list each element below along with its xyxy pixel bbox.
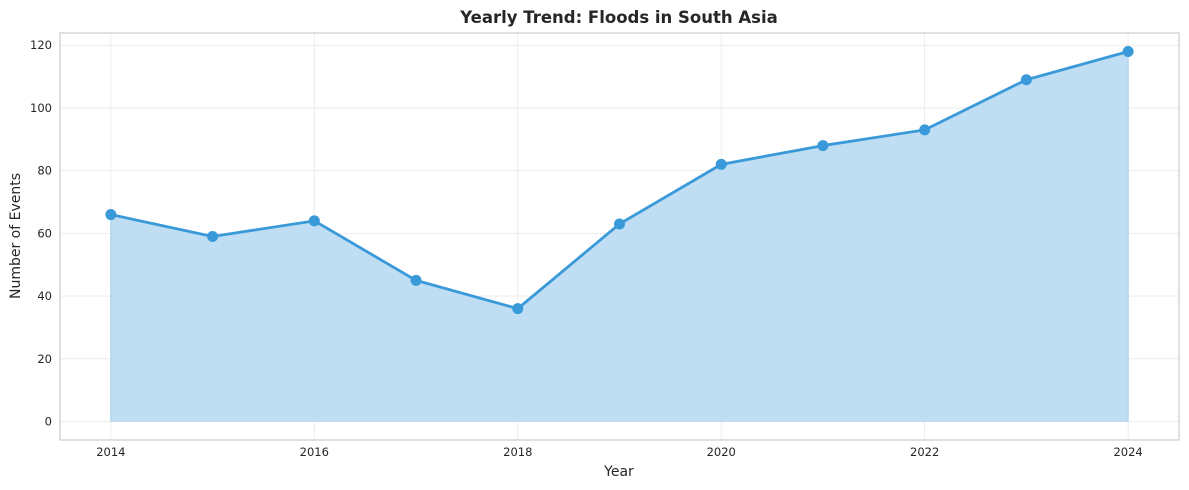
x-tick-label: 2024 bbox=[1113, 445, 1142, 459]
data-point bbox=[105, 209, 117, 221]
plot-frame bbox=[59, 32, 1180, 441]
x-tick-label: 2014 bbox=[96, 445, 125, 459]
data-point bbox=[817, 140, 829, 152]
data-point bbox=[308, 215, 320, 227]
series-layer bbox=[105, 46, 1134, 422]
y-tick-label: 40 bbox=[37, 289, 52, 303]
x-tick-label: 2016 bbox=[300, 445, 329, 459]
data-point bbox=[207, 231, 219, 242]
y-tick-label: 60 bbox=[37, 226, 52, 240]
y-tick-label: 80 bbox=[37, 164, 52, 178]
y-tick-label: 100 bbox=[30, 101, 52, 115]
y-tick-labels: 0 20 40 60 80 100 120 bbox=[30, 38, 52, 428]
data-point bbox=[1122, 46, 1134, 57]
x-tick-label: 2022 bbox=[910, 445, 939, 459]
y-tick-label: 120 bbox=[30, 38, 52, 52]
data-point bbox=[715, 158, 727, 170]
data-point bbox=[410, 274, 422, 286]
x-tick-labels: 2014 2016 2018 2020 2022 2024 bbox=[96, 445, 1143, 459]
x-tick-label: 2020 bbox=[707, 445, 736, 459]
data-point bbox=[512, 303, 524, 315]
data-point bbox=[614, 218, 625, 230]
y-axis-label: Number of Events bbox=[8, 173, 24, 299]
data-point bbox=[1020, 74, 1032, 86]
chart-title: Yearly Trend: Floods in South Asia bbox=[459, 8, 778, 27]
y-tick-label: 20 bbox=[37, 352, 52, 366]
x-axis-label: Year bbox=[603, 464, 634, 480]
data-point bbox=[919, 124, 931, 136]
y-tick-label: 0 bbox=[45, 415, 52, 429]
x-tick-label: 2018 bbox=[503, 445, 532, 459]
